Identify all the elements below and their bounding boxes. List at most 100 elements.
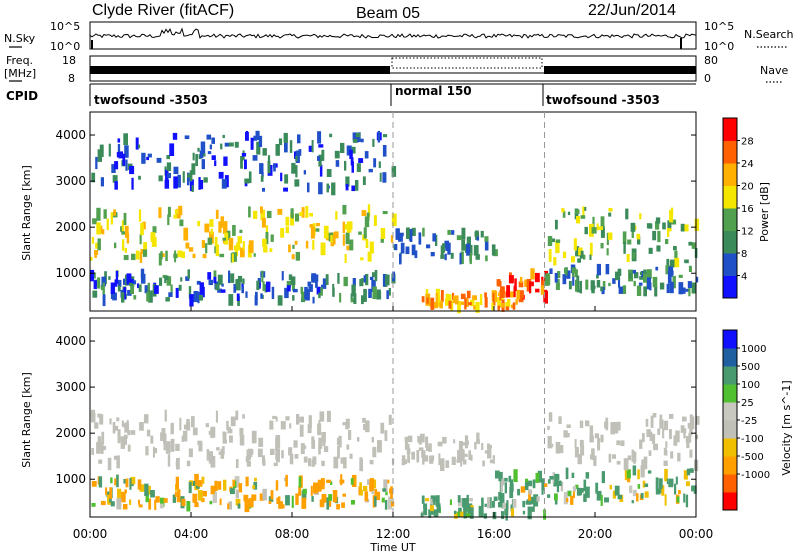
power-echo-cell-6 bbox=[577, 258, 581, 263]
velocity-echo-cell-0 bbox=[175, 443, 180, 451]
power-echo-cell-7 bbox=[605, 264, 610, 275]
power-echo-cell-4 bbox=[497, 301, 500, 311]
power-echo-cell-7 bbox=[549, 268, 553, 274]
velocity-echo-cell-4 bbox=[600, 494, 603, 506]
velocity-echo-cell-0 bbox=[333, 456, 339, 469]
mode-boundaries bbox=[392, 112, 545, 517]
velocity-y-tick-label: 4000 bbox=[55, 334, 86, 348]
power-echo-cell-4 bbox=[492, 293, 496, 306]
velocity-echo-cell-2 bbox=[474, 441, 477, 450]
power-echo-cell-4 bbox=[473, 305, 477, 310]
power-echo-cell-2 bbox=[349, 149, 353, 159]
power-echo-cell-0 bbox=[173, 214, 178, 219]
power-echo-cell-1 bbox=[170, 284, 173, 294]
power-echo-cell-0 bbox=[222, 237, 227, 241]
velocity-echo-cell-3 bbox=[481, 497, 484, 507]
velocity-echo-cell-4 bbox=[513, 469, 518, 483]
power-echo-cell-0 bbox=[265, 225, 269, 233]
power-echo-cell-2 bbox=[114, 161, 119, 170]
power-echo-cell-6 bbox=[662, 222, 666, 230]
power-echo-cell-1 bbox=[277, 295, 283, 306]
velocity-echo-cell-2 bbox=[482, 460, 485, 467]
power-echo-cell-4 bbox=[440, 300, 443, 308]
power-echo-cell-1 bbox=[97, 277, 101, 289]
power-echo-cell-7 bbox=[681, 287, 686, 294]
velocity-echo-cell-2 bbox=[458, 441, 463, 454]
power-echo-cell-0 bbox=[90, 257, 93, 261]
velocity-echo-cell-0 bbox=[299, 424, 304, 437]
velocity-echo-cell-1 bbox=[209, 500, 213, 505]
power-echo-cell-1 bbox=[127, 289, 132, 296]
velocity-echo-cell-5 bbox=[579, 439, 584, 447]
velocity-echo-cell-0 bbox=[197, 440, 203, 445]
power-echo-cell-6 bbox=[607, 232, 613, 240]
velocity-echo-cell-4 bbox=[658, 478, 663, 489]
power-colorbar-swatch bbox=[723, 208, 737, 231]
velocity-echo-cell-1 bbox=[174, 491, 177, 498]
power-echo-cell-1 bbox=[245, 291, 248, 298]
power-echo-cell-2 bbox=[297, 134, 301, 144]
velocity-echo-cell-0 bbox=[384, 430, 388, 441]
power-echo-cell-1 bbox=[217, 288, 222, 293]
power-echo-cell-1 bbox=[305, 289, 310, 301]
velocity-echo-cell-3 bbox=[530, 496, 535, 505]
velocity-echo-cell-5 bbox=[610, 422, 615, 435]
power-echo-cell-2 bbox=[273, 163, 276, 172]
velocity-echo-cell-1 bbox=[321, 494, 327, 503]
x-tick-label: 00:00 bbox=[679, 527, 714, 541]
power-echo-cell-7 bbox=[659, 282, 665, 290]
velocity-echo-cell-0 bbox=[188, 448, 193, 458]
velocity-echo-cell-1 bbox=[228, 501, 232, 510]
velocity-echo-cell-3 bbox=[463, 506, 467, 519]
power-echo-cell-2 bbox=[360, 138, 364, 143]
freq-band-right bbox=[544, 66, 696, 74]
power-echo-cell-0 bbox=[288, 244, 291, 253]
power-echo-cell-3 bbox=[426, 244, 431, 249]
velocity-echo-cell-4 bbox=[575, 484, 579, 489]
velocity-echo-cell-1 bbox=[382, 488, 387, 492]
velocity-echo-cell-1 bbox=[188, 481, 192, 494]
station-title: Clyde River (fitACF) bbox=[92, 2, 234, 19]
power-echo-cell-0 bbox=[174, 250, 177, 263]
power-echo-cell-5 bbox=[513, 285, 516, 298]
velocity-echo-cell-1 bbox=[195, 485, 200, 489]
power-echo-cell-2 bbox=[379, 172, 382, 182]
velocity-echo-cell-4 bbox=[504, 482, 507, 494]
power-echo-cell-7 bbox=[638, 282, 643, 286]
power-echo-cell-2 bbox=[214, 160, 217, 167]
cpid-panel: CPID twofsound -3503 normal 150 twofsoun… bbox=[6, 83, 696, 107]
velocity-echo-cell-5 bbox=[686, 439, 690, 449]
power-echo-cell-0 bbox=[142, 249, 148, 257]
velocity-echo-cell-1 bbox=[359, 490, 363, 496]
velocity-echo-cell-1 bbox=[214, 480, 218, 491]
power-echo-cell-7 bbox=[636, 285, 642, 296]
power-echo-cell-2 bbox=[169, 143, 175, 156]
power-echo-cell-6 bbox=[555, 219, 558, 230]
power-echo-cell-1 bbox=[392, 271, 395, 282]
power-echo-cell-3 bbox=[459, 252, 462, 265]
velocity-echo-cell-1 bbox=[105, 487, 108, 496]
power-echo-cell-6 bbox=[576, 216, 581, 224]
power-echo-cell-7 bbox=[622, 285, 627, 294]
velocity-echo-cell-4 bbox=[685, 494, 689, 508]
power-echo-cell-6 bbox=[674, 257, 680, 268]
velocity-echo-cell-0 bbox=[146, 429, 151, 437]
velocity-echo-cell-4 bbox=[688, 469, 694, 473]
velocity-echo-cell-0 bbox=[357, 437, 360, 442]
velocity-echo-cell-5 bbox=[691, 416, 695, 430]
power-echo-cell-1 bbox=[363, 289, 367, 302]
velocity-echo-cell-0 bbox=[372, 446, 377, 458]
velocity-echo-cell-2 bbox=[418, 437, 422, 445]
power-echo-cell-4 bbox=[505, 302, 510, 307]
power-echo-cell-7 bbox=[678, 282, 684, 295]
power-echo-cell-2 bbox=[355, 132, 361, 138]
velocity-echo-cell-3 bbox=[498, 502, 502, 508]
power-echo-cell-7 bbox=[576, 289, 581, 293]
velocity-echo-cell-3 bbox=[453, 510, 457, 514]
velocity-echo-cell-1 bbox=[91, 503, 96, 507]
velocity-echo-cell-0 bbox=[242, 414, 245, 419]
velocity-echo-cell-4 bbox=[675, 476, 678, 485]
velocity-echo-cell-1 bbox=[253, 481, 258, 490]
power-echo-cell-2 bbox=[200, 141, 206, 155]
power-echo-cell-1 bbox=[307, 281, 312, 287]
